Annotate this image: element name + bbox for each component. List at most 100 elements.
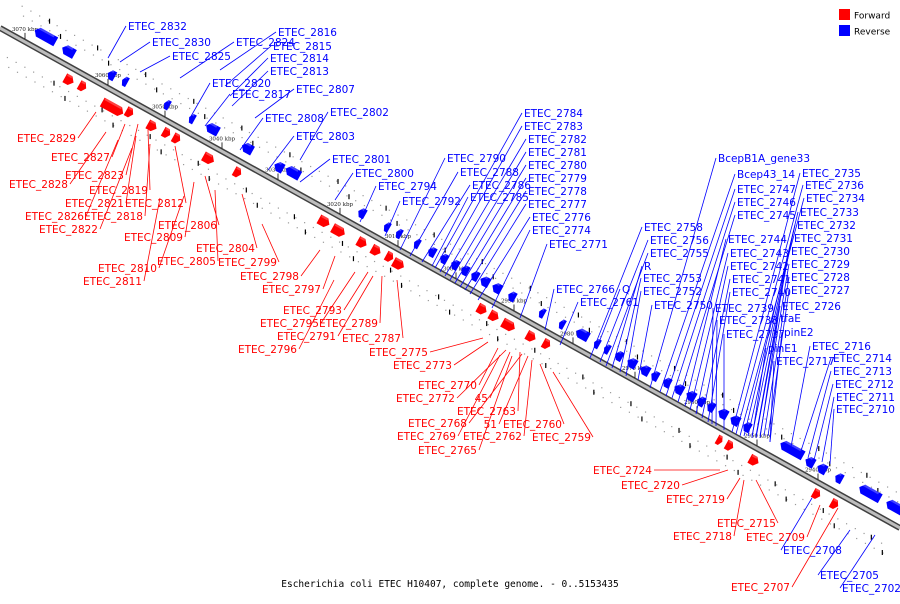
- gene-label-leader: [755, 305, 781, 439]
- frame-dot: [139, 139, 141, 141]
- gene-label-leader: [829, 408, 835, 465]
- gene-label-leader: [523, 359, 533, 437]
- reverse-gene-block: [358, 207, 368, 220]
- frame-dot: [240, 127, 242, 129]
- gene-label: ETEC_2762: [463, 431, 522, 443]
- frame-dot: [879, 491, 881, 493]
- gene-label: ETEC_2788: [460, 167, 519, 179]
- gene-label: ETEC_2718: [673, 531, 732, 543]
- frame-dot: [111, 115, 113, 117]
- frame-dot: [39, 15, 41, 17]
- frame-dot: [49, 30, 51, 32]
- gene-label: ETEC_2747: [737, 184, 796, 196]
- frame-dot: [480, 329, 482, 331]
- frame-dot: [196, 102, 198, 104]
- gene-label: ETEC_2726: [782, 301, 841, 313]
- gene-label-leader: [755, 479, 779, 524]
- frame-dot: [206, 117, 208, 119]
- frame-dot: [419, 295, 421, 297]
- frame-dot: [130, 134, 132, 137]
- frame-dot: [181, 154, 183, 156]
- frame-dot: [310, 165, 312, 168]
- frame-dot: [864, 542, 867, 544]
- gene-label-leader: [459, 177, 527, 288]
- frame-dot: [261, 207, 263, 209]
- gene-label: ETEC_2773: [393, 360, 452, 372]
- frame-dot: [6, 56, 8, 59]
- frame-dot: [458, 248, 460, 250]
- frame-dot: [453, 314, 456, 316]
- gene-label-leader: [229, 57, 269, 97]
- frame-dot: [371, 199, 373, 202]
- frame-dot: [304, 222, 306, 224]
- reverse-gene-block: [780, 439, 806, 461]
- frame-dot: [782, 428, 784, 430]
- frame-dot: [523, 353, 526, 355]
- gene-label: ETEC_2714: [833, 353, 892, 365]
- frame-dot: [425, 238, 427, 241]
- gene-label: ETEC_2730: [791, 246, 850, 258]
- frame-dot: [366, 265, 368, 268]
- gene-label-leader: [300, 249, 321, 277]
- frame-dot: [86, 110, 89, 112]
- frame-dot: [628, 411, 631, 413]
- gene-label-leader: [813, 383, 834, 461]
- frame-dot: [793, 494, 795, 496]
- frame-dot: [287, 222, 290, 224]
- frame-dot: [607, 331, 609, 333]
- reverse-gene-block: [274, 160, 286, 174]
- frame-dot: [809, 452, 811, 454]
- frame-dot: [519, 282, 522, 284]
- gene-label-leader: [817, 529, 851, 576]
- frame-dot: [355, 200, 357, 202]
- frame-dot: [426, 290, 428, 292]
- gene-label-leader: [751, 347, 767, 439]
- gene-label: ETEC_2824: [236, 37, 295, 49]
- frame-dot: [646, 421, 648, 423]
- gene-label: ETEC_2713: [833, 366, 892, 378]
- frame-dot: [672, 435, 674, 438]
- frame-dot: [671, 426, 673, 428]
- frame-dot: [330, 236, 332, 238]
- reverse-gene-block: [558, 318, 567, 330]
- gene-label: pinE1: [768, 343, 798, 355]
- frame-dot: [442, 248, 444, 250]
- gene-label: 45: [475, 393, 488, 405]
- frame-dot: [467, 253, 469, 255]
- gene-label-leader: [444, 138, 527, 277]
- frame-dot: [285, 161, 287, 163]
- gene-label: ETEC_2712: [835, 379, 894, 391]
- frame-dot: [862, 481, 864, 483]
- gene-label: ETEC_2765: [418, 445, 477, 457]
- gene-label-leader: [743, 211, 799, 437]
- frame-dot: [593, 392, 596, 394]
- frame-dot: [51, 91, 54, 93]
- gene-label-leader: [715, 319, 718, 427]
- frame-dot: [696, 389, 698, 391]
- frame-dot: [452, 304, 454, 306]
- frame-dot: [252, 202, 255, 205]
- frame-dot: [337, 190, 339, 192]
- frame-dot: [620, 406, 622, 409]
- gene-label: ETEC_2783: [524, 121, 583, 133]
- reverse-gene-block: [576, 327, 591, 343]
- gene-label-leader: [769, 331, 783, 443]
- frame-dot: [277, 207, 279, 209]
- gene-label-leader: [267, 135, 295, 171]
- gene-label: ETEC_2702: [842, 583, 900, 595]
- gene-label: ETEC_2785: [470, 192, 529, 204]
- forward-gene-block: [475, 302, 487, 315]
- frame-dot: [567, 377, 569, 379]
- frame-dot: [471, 324, 473, 326]
- frame-dot: [47, 20, 49, 22]
- frame-dot: [270, 212, 272, 214]
- gene-label: ETEC_2740: [732, 287, 791, 299]
- gene-label-leader: [681, 469, 729, 486]
- gene-label-leader: [677, 214, 736, 403]
- frame-dot: [66, 39, 68, 42]
- frame-dot: [60, 95, 62, 98]
- frame-dot: [642, 350, 644, 352]
- gene-label-leader: [429, 337, 484, 353]
- frame-dot: [627, 401, 629, 403]
